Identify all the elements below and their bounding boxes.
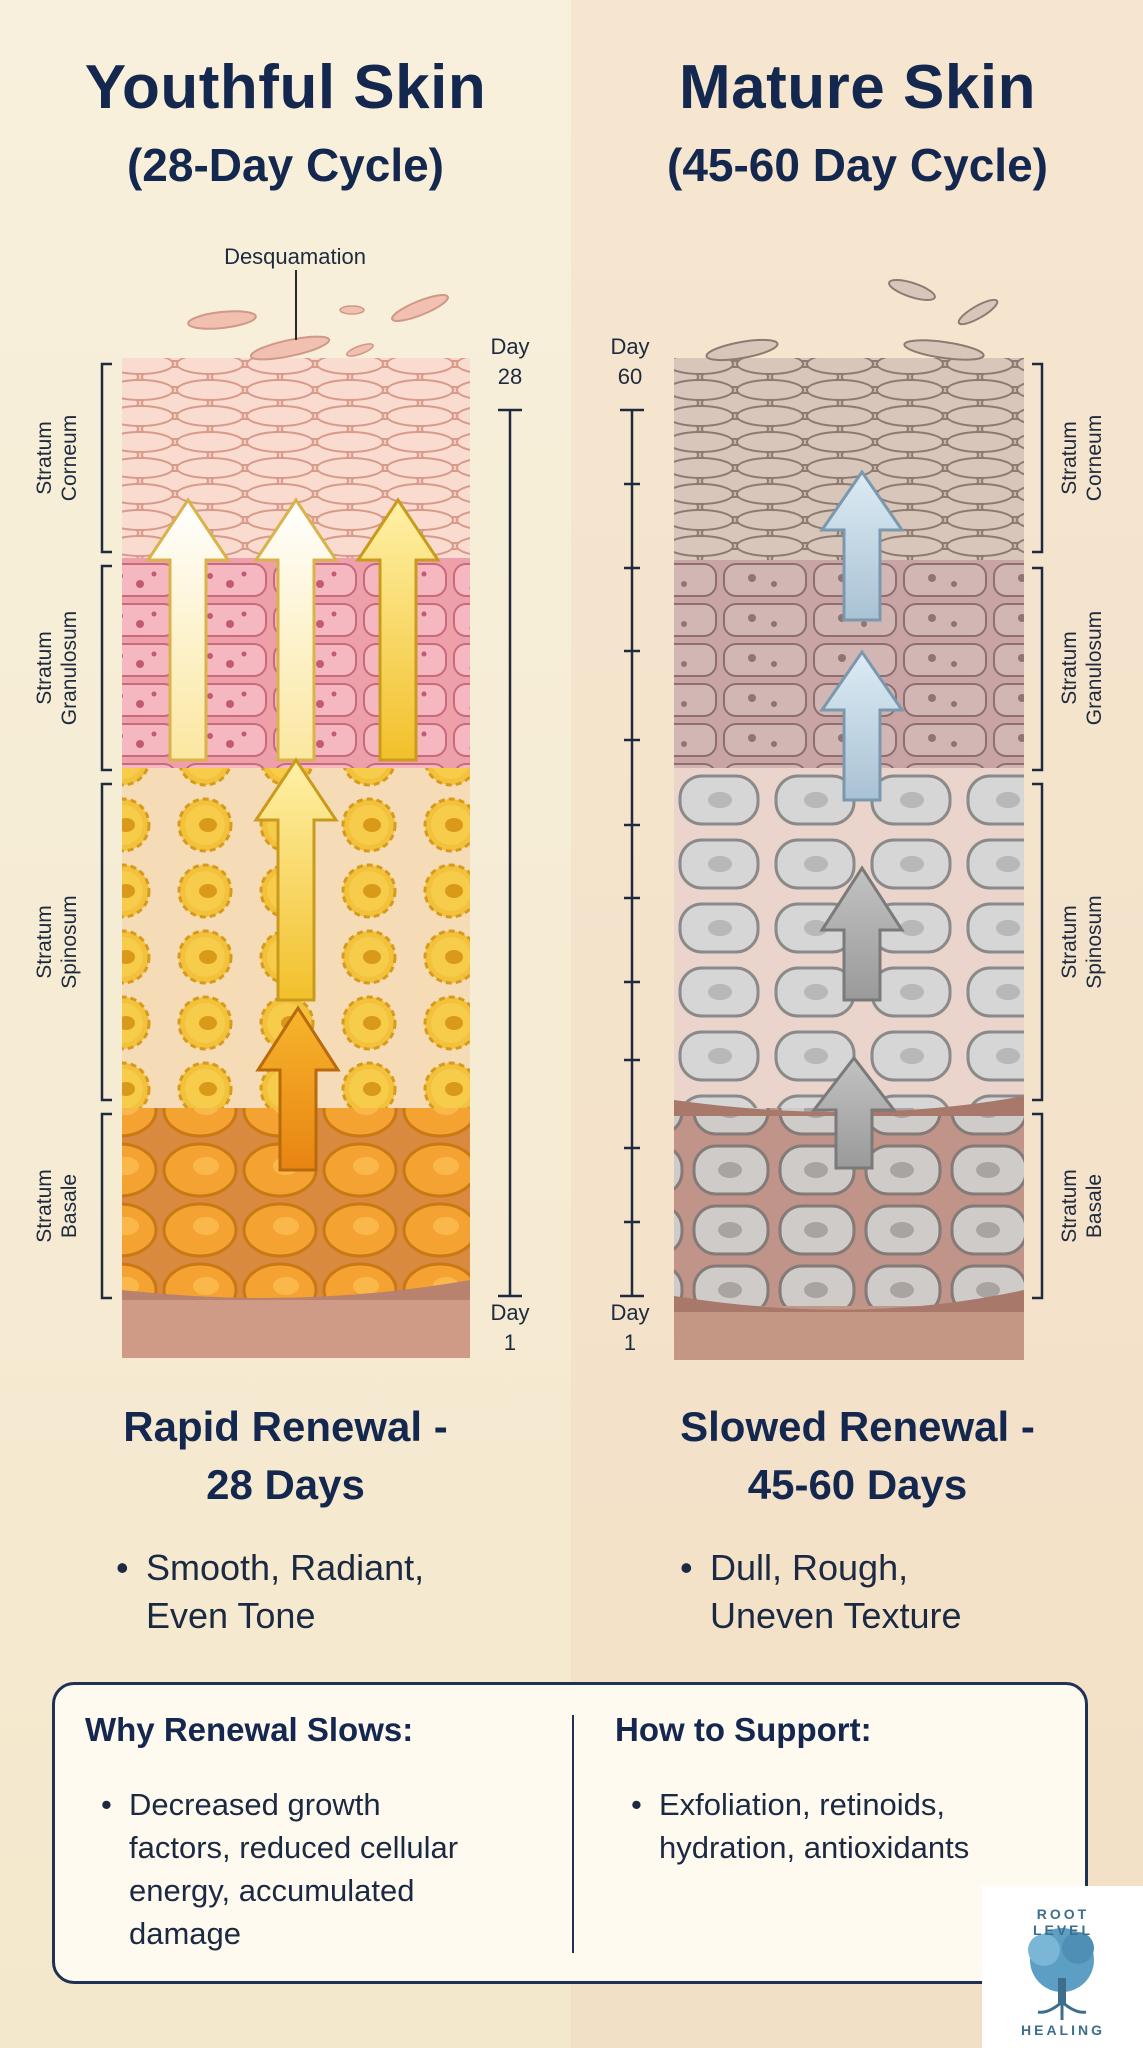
left-label-spinosum: Stratum Spinosum [33,895,81,989]
desquamation-label: Desquamation [224,244,366,269]
mature-skin-column [674,358,1024,1360]
how-to-support-title: How to Support: [615,1711,872,1748]
root-level-healing-logo: ROOT LEVEL HEALING [982,1886,1143,2048]
left-label-basale: Stratum Basale [33,1169,81,1243]
logo-top-text: ROOT LEVEL [1032,1906,1094,1938]
left-layer-brackets [100,362,112,1300]
info-panel: Why Renewal Slows: • Decreased growth fa… [52,1682,1088,1984]
why-bullet-dot: • [101,1787,112,1822]
right-day-top: Day 60 [610,334,650,389]
mature-bullet: • Dull, Rough, Uneven Texture [680,1544,1110,1640]
why-renewal-slows-title: Why Renewal Slows: [85,1711,414,1748]
right-label-spinosum: Stratum Spinosum [1058,895,1106,989]
bullet-dot: • [680,1547,693,1588]
youthful-heading: Rapid Renewal -28 Days [123,1403,448,1508]
right-label-corneum: Stratum Corneum [1058,414,1106,502]
mature-subtitle: (45-60 Day Cycle) [667,139,1048,191]
youthful-subtitle: (28-Day Cycle) [126,139,445,191]
mature-renewal-arrows [810,469,905,1170]
left-label-corneum: Stratum Corneum [33,414,81,502]
mature-timeline [620,408,644,1298]
desquamation-flakes [187,270,449,361]
youthful-renewal-arrows [145,497,441,1172]
right-layer-brackets [1032,362,1044,1300]
right-label-basale: Stratum Basale [1058,1169,1106,1243]
youthful-bullet: • Smooth, Radiant, Even Tone [116,1544,546,1640]
mature-title: Mature Skin [679,53,1036,122]
youthful-timeline [498,408,522,1298]
tree-icon [1028,1928,1094,2020]
logo-bottom-text: HEALING [1021,2022,1105,2038]
panel-divider [572,1715,574,1953]
left-day-top: Day 28 [490,334,530,389]
how-to-support-text: Exfoliation, retinoids, hydration, antio… [659,1787,970,1865]
how-bullet-dot: • [631,1787,642,1822]
right-label-granulosum: Stratum Granulosum [1058,610,1106,726]
mature-flakes [705,279,999,362]
why-renewal-slows-text: Decreased growth factors, reduced cellul… [129,1787,459,1951]
youthful-title: Youthful Skin [84,53,487,122]
right-day-bottom: Day 1 [610,1300,650,1355]
left-label-granulosum: Stratum Granulosum [33,610,81,726]
mature-heading: Slowed Renewal -45-60 Days [680,1403,1035,1508]
bullet-dot: • [116,1547,129,1588]
left-day-bottom: Day 1 [490,1300,530,1355]
